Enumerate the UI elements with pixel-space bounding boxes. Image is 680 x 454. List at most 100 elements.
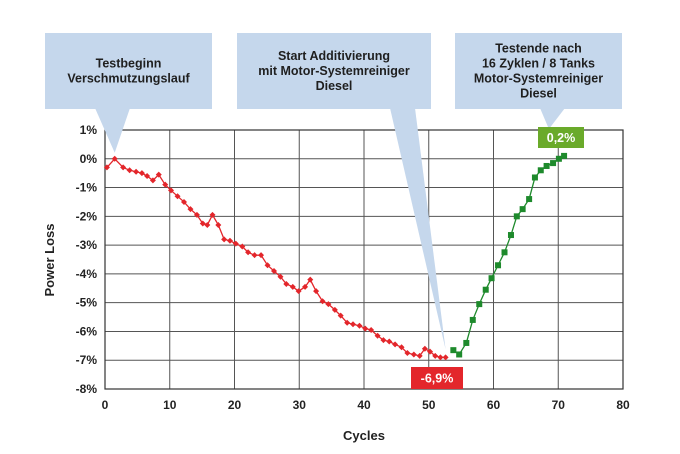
data-point [295,288,302,295]
data-point [193,211,200,218]
data-point [476,301,483,308]
data-point [427,348,434,355]
badges: -6,9% 0,2% [411,127,584,389]
data-point [495,262,502,269]
grid [104,129,624,390]
callout-box [237,33,431,109]
data-point [463,339,470,346]
data-point [421,345,428,352]
data-point [537,167,544,174]
data-point [199,220,206,227]
data-point [221,236,228,243]
data-point [133,168,140,175]
data-point [168,187,175,194]
series-2 [450,152,568,358]
value-badge-1: -6,9% [411,367,463,389]
y-tick-label: 1% [80,123,98,137]
data-point [410,351,417,358]
data-point [362,325,369,332]
x-tick-label: 30 [293,398,307,412]
x-tick-label: 20 [228,398,242,412]
value-badge-2: 0,2% [538,127,584,148]
data-point [138,170,145,177]
callout-pointer [95,108,130,153]
callout-text-line: Testbeginn [96,57,162,71]
x-tick-label: 70 [552,398,566,412]
data-point [111,155,118,162]
data-point [437,354,444,361]
data-point [144,173,151,180]
data-point [531,174,538,181]
data-point [392,341,399,348]
callout-text-line: Motor-Systemreiniger [474,72,603,86]
y-tick-label: -7% [76,353,98,367]
y-tick-label: -1% [76,181,98,195]
data-point [126,167,133,174]
callout-box [455,33,622,109]
data-point [507,232,514,239]
data-point [488,275,495,282]
data-point [501,249,508,256]
data-point [331,306,338,313]
data-point [307,276,314,283]
data-point [155,171,162,178]
x-tick-label: 60 [487,398,501,412]
callout-text-line: 16 Zyklen / 8 Tanks [482,57,595,71]
data-point [209,211,216,218]
x-tick-label: 10 [163,398,177,412]
series-line [106,157,446,358]
badge-background [411,367,463,389]
y-tick-label: -3% [76,238,98,252]
callout-text-line: Diesel [520,87,557,101]
data-point [482,286,489,293]
series-1 [103,155,449,361]
data-point [432,352,439,359]
data-point [456,351,463,358]
x-tick-label: 80 [616,398,630,412]
series-line [452,155,565,356]
data-point [270,268,277,275]
series [103,152,568,361]
x-tick-label: 40 [357,398,371,412]
x-tick-label: 0 [102,398,109,412]
data-point [277,273,284,280]
y-axis-label: Power Loss [42,224,57,297]
data-point [149,177,156,184]
data-point [251,252,258,259]
data-point [204,221,211,228]
data-point [319,298,326,305]
data-point [103,164,110,171]
badge-label: 0,2% [547,131,576,145]
plot-frame [104,129,624,390]
callout-pointer [540,108,565,130]
data-point [368,327,375,334]
y-tick-label: 0% [80,152,98,166]
data-point [289,283,296,290]
callout-box [45,33,212,109]
data-point [313,288,320,295]
data-point [162,181,169,188]
data-point [386,338,393,345]
data-point [561,152,568,159]
data-point [239,243,246,250]
data-point [550,160,557,167]
data-point [187,206,194,213]
data-point [404,350,411,357]
data-point [302,283,309,290]
data-point [344,319,351,326]
data-point [380,337,387,344]
data-point [245,249,252,256]
y-tick-label: -5% [76,296,98,310]
x-tick-label: 50 [422,398,436,412]
data-point [226,237,233,244]
data-point [543,162,550,169]
callout-text-line: Start Additivierung [278,49,390,63]
data-point [526,196,533,203]
data-point [349,321,356,328]
y-tick-label: -2% [76,209,98,223]
data-point [416,352,423,359]
data-point [258,252,265,259]
